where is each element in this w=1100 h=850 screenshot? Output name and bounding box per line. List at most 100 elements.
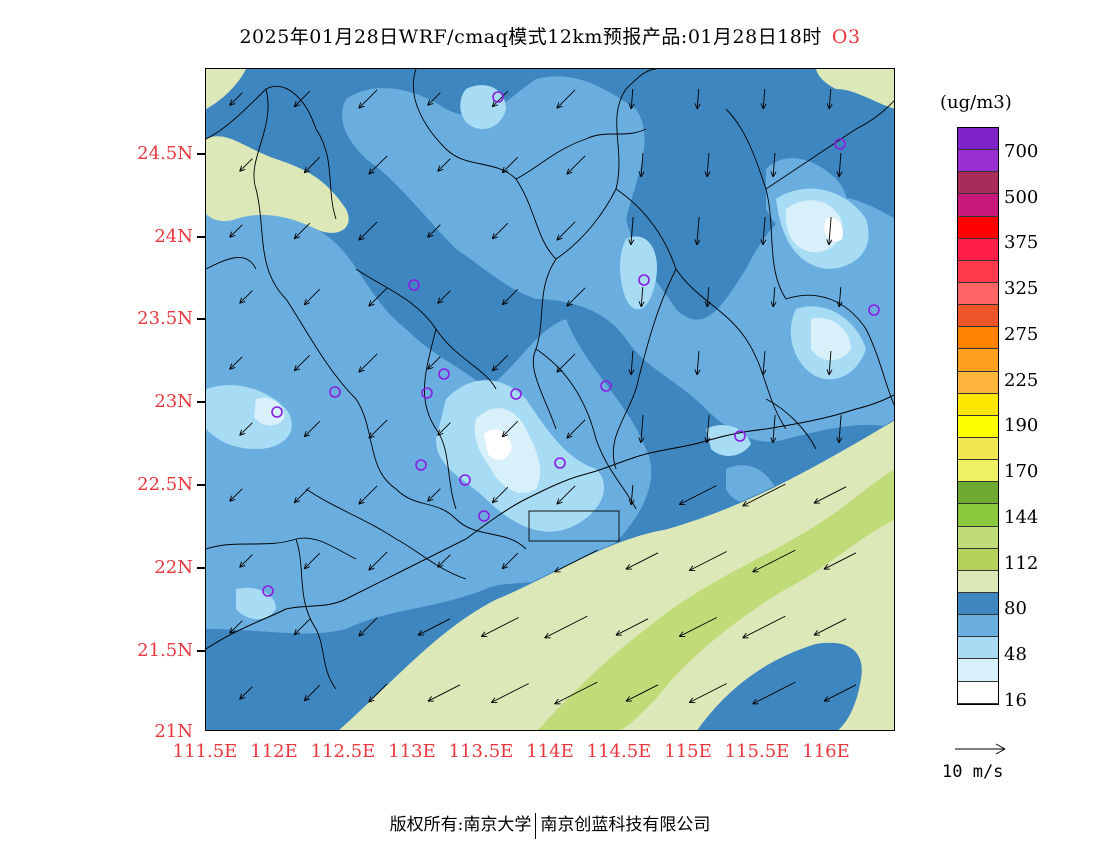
wind-arrow xyxy=(358,485,378,505)
forecast-map xyxy=(205,68,895,731)
wind-arrow xyxy=(293,222,311,240)
contour-band-96-corner xyxy=(206,69,246,109)
copyright-right: 南京创蓝科技有限公司 xyxy=(540,815,711,835)
wind-arrow xyxy=(427,356,441,370)
wind-arrow xyxy=(303,552,321,570)
wind-arrow xyxy=(625,684,659,702)
monitoring-stations xyxy=(262,91,880,597)
lat-tick xyxy=(197,567,205,569)
map-title: 2025年01月28日WRF/cmaq模式12km预报产品:01月28日18时 O… xyxy=(0,22,1100,49)
wind-arrow xyxy=(826,351,833,376)
wind-arrow xyxy=(501,420,519,438)
coastline xyxy=(206,394,894,650)
colorbar-label: 500 xyxy=(1004,187,1039,208)
colorbar xyxy=(957,127,999,705)
wind-arrow xyxy=(742,615,786,639)
wind-arrow xyxy=(427,224,441,238)
wind-arrow xyxy=(742,483,786,507)
colorbar-cell xyxy=(958,504,998,527)
wind-arrow xyxy=(480,617,519,637)
colorbar-cell xyxy=(958,327,998,350)
wind-arrow xyxy=(760,217,767,246)
wind-arrow xyxy=(437,422,451,436)
colorbar-cell xyxy=(958,150,998,173)
wind-arrow xyxy=(239,554,253,568)
lat-label-23N: 23N xyxy=(154,391,193,412)
station-marker xyxy=(868,304,880,316)
station-marker xyxy=(734,430,746,442)
station-marker xyxy=(510,388,522,400)
wind-arrow xyxy=(813,618,847,636)
lat-label-21N: 21N xyxy=(154,721,193,742)
wind-arrow xyxy=(358,353,378,373)
wind-arrow xyxy=(437,158,451,172)
station-marker xyxy=(408,279,420,291)
lat-tick xyxy=(197,401,205,403)
lat-tick xyxy=(197,484,205,486)
wind-arrow xyxy=(229,356,243,370)
wind-arrow xyxy=(694,217,701,246)
wind-arrow xyxy=(770,286,777,308)
wind-arrow xyxy=(638,286,645,308)
wind-arrow xyxy=(368,419,388,439)
wind-arrow xyxy=(752,549,796,573)
wind-arrow xyxy=(229,620,243,634)
wind-arrow xyxy=(368,155,388,175)
colorbar-cell xyxy=(958,194,998,217)
station-marker xyxy=(492,91,504,103)
wind-arrow xyxy=(752,681,796,705)
wind-arrow xyxy=(704,286,711,308)
wind-arrow xyxy=(556,89,576,109)
wind-arrow xyxy=(625,552,659,570)
station-marker xyxy=(415,459,427,471)
colorbar-label: 144 xyxy=(1004,507,1039,528)
wind-vectors xyxy=(229,88,857,705)
colorbar-unit: (ug/m3) xyxy=(940,92,1012,113)
wind-arrow xyxy=(678,617,717,637)
wind-arrow xyxy=(491,222,509,240)
colorbar-cell xyxy=(958,305,998,328)
wind-arrow xyxy=(293,486,311,504)
wind-arrow xyxy=(303,288,321,306)
contour-band-112-sea xyxy=(537,470,894,730)
contour-band-16 xyxy=(484,217,843,460)
colorbar-label: 375 xyxy=(1004,232,1039,253)
lon-label-112.5E: 112.5E xyxy=(310,741,376,762)
wind-arrow xyxy=(688,683,727,703)
lat-tick xyxy=(197,153,205,155)
station-marker xyxy=(438,368,450,380)
colorbar-label: 190 xyxy=(1004,415,1039,436)
contour-band-80-sea xyxy=(697,642,862,730)
colorbar-cell xyxy=(958,437,998,461)
wind-arrow xyxy=(368,683,388,703)
admin-boundaries xyxy=(206,69,894,690)
wind-arrow xyxy=(427,488,441,502)
colorbar-cell xyxy=(958,238,998,261)
lat-tick xyxy=(197,318,205,320)
colorbar-cell xyxy=(958,482,998,505)
colorbar-cell xyxy=(958,393,998,416)
wind-arrow xyxy=(704,415,711,444)
lon-label-116E: 116E xyxy=(802,741,850,762)
title-text: 2025年01月28日WRF/cmaq模式12km预报产品:01月28日18时 xyxy=(239,26,822,48)
contour-band-96-ne xyxy=(816,69,894,109)
wind-arrow xyxy=(554,681,598,705)
wind-arrow xyxy=(229,92,243,106)
copyright-footer: 版权所有:南京大学 南京创蓝科技有限公司 xyxy=(0,810,1100,839)
station-marker xyxy=(834,138,846,150)
lon-label-112E: 112E xyxy=(250,741,298,762)
lon-label-114.5E: 114.5E xyxy=(586,741,652,762)
wind-arrow xyxy=(491,90,509,108)
colorbar-label: 325 xyxy=(1004,278,1039,299)
colorbar-cell xyxy=(958,260,998,283)
station-marker xyxy=(600,380,612,392)
wind-arrow xyxy=(501,552,519,570)
wind-arrow xyxy=(417,618,451,636)
station-marker xyxy=(638,274,650,286)
colorbar-label: 275 xyxy=(1004,324,1039,345)
pollutant-label: O3 xyxy=(831,26,861,48)
colorbar-label: 170 xyxy=(1004,461,1039,482)
wind-arrow xyxy=(694,88,701,110)
colorbar-cell xyxy=(958,128,998,151)
wind-arrow xyxy=(823,684,857,702)
